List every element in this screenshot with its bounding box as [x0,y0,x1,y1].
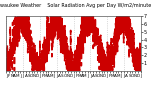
Text: Milwaukee Weather    Solar Radiation Avg per Day W/m2/minute: Milwaukee Weather Solar Radiation Avg pe… [0,3,151,8]
